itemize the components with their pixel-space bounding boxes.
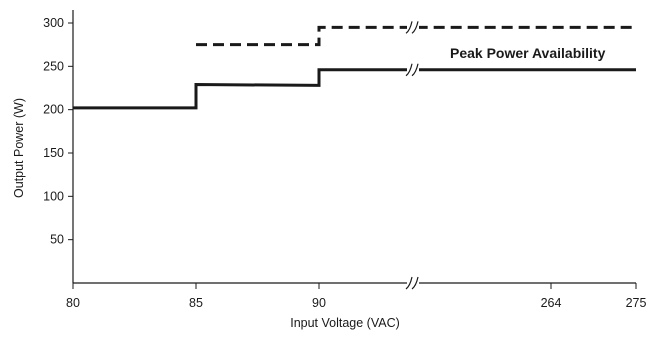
- axis-breaks: [405, 20, 419, 290]
- y-ticks: 50 100 150 200 250 300: [43, 16, 73, 247]
- y-tick-label-300: 300: [43, 16, 64, 30]
- x-tick-label-85: 85: [189, 296, 203, 310]
- y-tick-label-150: 150: [43, 146, 64, 160]
- x-tick-label-80: 80: [66, 296, 80, 310]
- x-tick-label-90: 90: [312, 296, 326, 310]
- y-tick-label-50: 50: [50, 233, 64, 247]
- x-axis-break-mark: [405, 276, 419, 290]
- series-line-dashed: [196, 25, 636, 47]
- series-break-mark-solid: [405, 62, 419, 77]
- peak-power-annotation: Peak Power Availability: [450, 45, 606, 61]
- x-tick-label-264: 264: [541, 296, 562, 310]
- series-break-mark-dashed: [405, 20, 419, 35]
- x-ticks: 80 85 90 264 275: [66, 283, 646, 310]
- x-tick-label-275: 275: [626, 296, 647, 310]
- y-tick-label-100: 100: [43, 189, 64, 203]
- series-layer: [73, 25, 636, 110]
- axes: [72, 10, 636, 284]
- y-tick-label-200: 200: [43, 103, 64, 117]
- y-axis-label: Output Power (W): [12, 98, 26, 198]
- y-tick-label-250: 250: [43, 59, 64, 73]
- series-line-solid: [73, 68, 636, 110]
- x-axis-label: Input Voltage (VAC): [290, 316, 400, 330]
